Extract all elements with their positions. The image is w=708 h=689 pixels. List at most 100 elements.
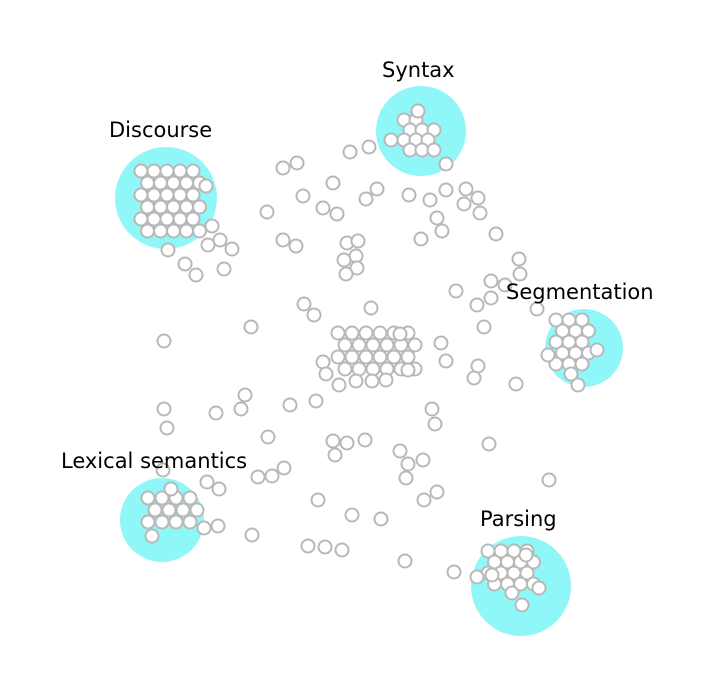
- document-node: [365, 337, 381, 353]
- document-node: [497, 277, 513, 293]
- document-node: [163, 481, 179, 497]
- document-node: [329, 206, 345, 222]
- document-node: [336, 252, 352, 268]
- label-lexical-semantics: Lexical semantics: [61, 449, 247, 473]
- document-node: [369, 181, 385, 197]
- document-node: [563, 366, 579, 382]
- document-node: [392, 443, 408, 459]
- document-node: [372, 349, 388, 365]
- document-node: [518, 547, 534, 563]
- document-node: [383, 132, 399, 148]
- document-node: [315, 354, 331, 370]
- document-node: [159, 211, 175, 227]
- document-node: [407, 337, 423, 353]
- document-node: [308, 393, 324, 409]
- document-node: [392, 326, 408, 342]
- document-node: [133, 211, 149, 227]
- document-node: [172, 163, 188, 179]
- document-node: [481, 436, 497, 452]
- document-node: [358, 191, 374, 207]
- document-node: [488, 226, 504, 242]
- document-node: [146, 211, 162, 227]
- label-discourse: Discourse: [109, 118, 212, 142]
- document-node: [289, 155, 305, 171]
- document-node: [483, 290, 499, 306]
- document-node: [364, 373, 380, 389]
- document-node: [192, 223, 207, 239]
- document-node: [386, 349, 402, 365]
- document-nodes: [133, 103, 605, 613]
- document-node: [415, 452, 431, 468]
- document-node: [300, 538, 316, 554]
- label-parsing: Parsing: [480, 507, 557, 531]
- document-node: [426, 142, 442, 158]
- document-node: [339, 435, 355, 451]
- document-node: [344, 325, 360, 341]
- document-node: [244, 527, 260, 543]
- document-node: [422, 192, 438, 208]
- document-node: [470, 190, 486, 206]
- document-node: [295, 188, 311, 204]
- document-node: [160, 242, 176, 258]
- document-node: [434, 223, 450, 239]
- document-node: [400, 362, 416, 378]
- document-node: [175, 502, 191, 518]
- document-node: [427, 416, 443, 432]
- document-node: [185, 163, 201, 179]
- document-node: [365, 361, 381, 377]
- document-node: [159, 187, 175, 203]
- label-segmentation: Segmentation: [506, 280, 654, 304]
- document-node: [401, 187, 417, 203]
- document-node: [196, 520, 212, 536]
- document-node: [351, 361, 367, 377]
- document-node: [146, 187, 162, 203]
- document-node: [179, 223, 194, 239]
- document-node: [574, 356, 590, 372]
- document-node: [153, 175, 168, 191]
- document-node: [519, 565, 535, 581]
- document-node: [446, 564, 462, 580]
- document-node: [310, 492, 326, 508]
- document-node: [342, 144, 358, 160]
- document-node: [306, 307, 322, 323]
- document-node: [161, 502, 177, 518]
- document-node: [200, 237, 216, 253]
- document-node: [344, 507, 360, 523]
- document-node: [570, 377, 586, 393]
- document-node: [210, 518, 226, 534]
- document-node: [237, 387, 253, 403]
- document-node: [448, 283, 464, 299]
- document-node: [456, 196, 472, 212]
- document-node: [484, 567, 500, 583]
- document-node: [177, 256, 193, 272]
- document-node: [348, 373, 364, 389]
- document-node: [140, 490, 156, 506]
- document-node: [331, 377, 347, 393]
- document-node: [529, 301, 545, 317]
- document-node: [589, 342, 605, 358]
- document-node: [317, 539, 333, 555]
- document-node: [140, 223, 155, 239]
- document-node: [172, 211, 188, 227]
- document-node: [334, 542, 350, 558]
- document-node: [233, 401, 249, 417]
- document-node: [469, 569, 485, 585]
- document-node: [416, 492, 432, 508]
- document-node: [508, 376, 524, 392]
- document-node: [476, 319, 492, 335]
- document-node: [296, 296, 312, 312]
- document-node: [133, 187, 149, 203]
- document-node: [259, 204, 275, 220]
- document-node: [511, 251, 527, 267]
- document-node: [192, 199, 207, 215]
- document-node: [243, 319, 259, 335]
- document-node: [250, 469, 266, 485]
- document-node: [512, 266, 528, 282]
- document-node: [504, 585, 520, 601]
- document-node: [472, 205, 488, 221]
- document-node: [153, 199, 168, 215]
- document-node: [185, 187, 201, 203]
- document-node: [172, 187, 188, 203]
- document-node: [398, 470, 414, 486]
